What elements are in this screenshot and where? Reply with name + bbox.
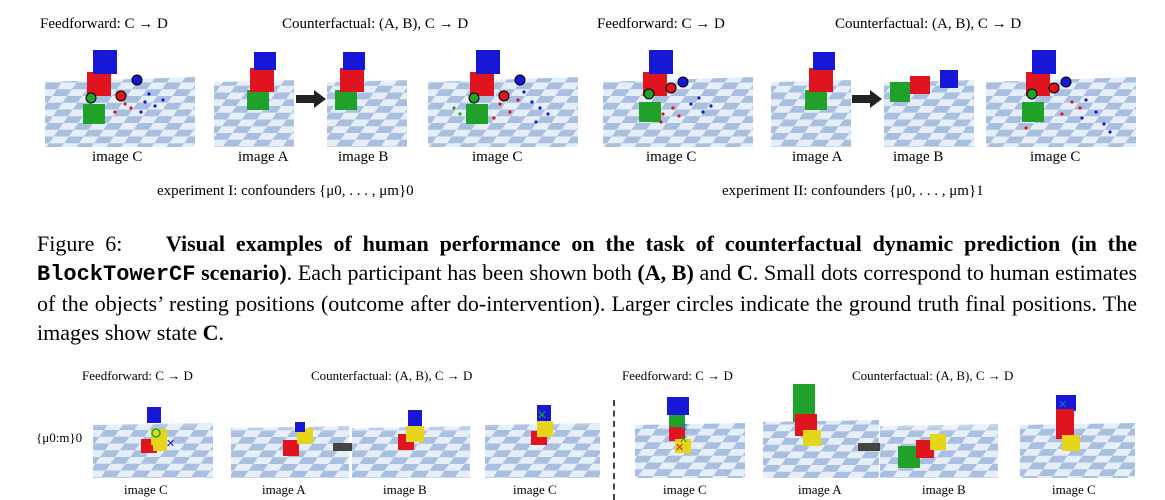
exp1-counterfactual-image-c (428, 42, 578, 147)
bottom-right-image-b (880, 410, 998, 478)
bottom-left-image-b (352, 410, 470, 478)
svg-text:✕: ✕ (1064, 437, 1073, 450)
exp2-image-a (771, 52, 851, 147)
exp1-label-image-a: image A (238, 149, 289, 165)
exp1-counterfactual-header: Counterfactual: (A, B), C → D (282, 16, 469, 32)
caption-end: . (218, 320, 224, 345)
exp1-label-image-c-cf: image C (472, 149, 523, 165)
exp2-feedforward-header: Feedforward: C → D (597, 16, 725, 32)
exp1-caption: experiment I: confounders {μ0, . . . , μ… (157, 183, 414, 199)
svg-text:✕: ✕ (1058, 398, 1067, 411)
bottom-right-counterfactual-header: Counterfactual: (A, B), C → D (852, 368, 1014, 383)
bottom-left-label-image-c-ff: image C (124, 482, 168, 497)
bottom-left-counterfactual-image-c: ✕ ✕ (485, 403, 600, 478)
section-divider (613, 400, 615, 500)
bottom-right-counterfactual-image-c: ✕ ✕ (1020, 395, 1135, 478)
svg-text:✕: ✕ (679, 421, 688, 434)
figure-caption: Figure 6: Visual examples of human perfo… (37, 229, 1137, 347)
exp1-feedforward-image-c (45, 42, 195, 147)
svg-text:✕: ✕ (537, 408, 547, 422)
exp2-arrow (852, 88, 882, 110)
exp2-image-b (884, 52, 974, 147)
caption-c: C (736, 260, 753, 285)
svg-text:✕: ✕ (679, 433, 688, 446)
caption-rest-1: . Each participant has been shown both (286, 260, 632, 285)
bottom-right-label-image-a: image A (798, 482, 842, 497)
caption-rest-2: and (699, 260, 732, 285)
exp2-feedforward-image-c (603, 42, 753, 147)
bottom-row-label: {μ0:m}0 (36, 430, 83, 445)
exp2-label-image-c-cf: image C (1030, 149, 1081, 165)
caption-c2: C (202, 320, 219, 345)
svg-text:✕: ✕ (675, 441, 684, 454)
exp1-feedforward-header: Feedforward: C → D (40, 16, 168, 32)
exp2-caption: experiment II: confounders {μ0, . . . , … (722, 183, 984, 199)
exp1-arrow (296, 88, 326, 110)
bottom-right-feedforward-header: Feedforward: C → D (622, 368, 733, 383)
bottom-right-image-a (763, 384, 879, 478)
bottom-right-feedforward-image-c: ✕ ✕ ✕ (635, 395, 745, 478)
caption-scenario: BlockTowerCF (37, 262, 196, 287)
exp2-label-image-b: image B (893, 149, 944, 165)
bottom-left-image-a (231, 410, 349, 478)
bottom-left-label-image-a: image A (262, 482, 306, 497)
caption-ab: (A, B) (637, 260, 694, 285)
exp1-label-image-b: image B (338, 149, 389, 165)
exp2-counterfactual-header: Counterfactual: (A, B), C → D (835, 16, 1022, 32)
exp1-label-image-c-ff: image C (92, 149, 143, 165)
bottom-right-label-image-c-cf: image C (1052, 482, 1096, 497)
caption-bold-2: scenario) (201, 260, 287, 285)
figure-number: Figure 6: (37, 231, 123, 256)
bottom-right-label-image-b: image B (922, 482, 966, 497)
svg-text:✕: ✕ (153, 441, 161, 452)
exp2-label-image-a: image A (792, 149, 843, 165)
bottom-left-feedforward-header: Feedforward: C → D (82, 368, 193, 383)
bottom-left-label-image-c-cf: image C (513, 482, 557, 497)
exp2-label-image-c-ff: image C (646, 149, 697, 165)
bottom-left-feedforward-image-c: ✕ ✕ (93, 403, 213, 478)
caption-bold-1: Visual examples of human performance on … (165, 231, 1137, 256)
bottom-right-label-image-c-ff: image C (663, 482, 707, 497)
exp2-counterfactual-image-c (986, 42, 1136, 147)
bottom-left-label-image-b: image B (383, 482, 427, 497)
svg-text:✕: ✕ (540, 424, 550, 438)
caption-rest-3: . Small dots correspond to human estimat… (37, 260, 1138, 345)
svg-text:✕: ✕ (166, 437, 175, 450)
exp1-image-b (327, 52, 407, 147)
exp1-image-a (214, 52, 294, 147)
bottom-left-counterfactual-header: Counterfactual: (A, B), C → D (311, 368, 473, 383)
